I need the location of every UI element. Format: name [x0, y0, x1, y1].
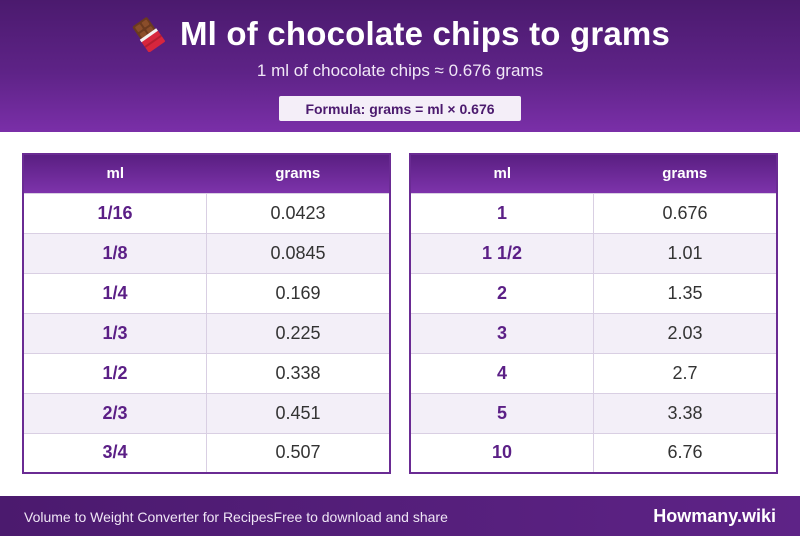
column-header-ml: ml	[410, 154, 594, 193]
formula-badge: Formula: grams = ml × 0.676	[279, 96, 521, 121]
table-header-row: ml grams	[410, 154, 777, 193]
grams-cell: 0.507	[206, 432, 390, 473]
grams-cell: 0.225	[206, 312, 390, 353]
table-row: 2 1.35	[410, 272, 777, 313]
grams-cell: 0.0423	[206, 192, 390, 233]
grams-cell: 0.0845	[206, 232, 390, 273]
ml-cell: 1/8	[23, 232, 207, 273]
conversion-table-left: ml grams 1/16 0.0423 1/8 0.0845 1/4 0.16…	[22, 153, 391, 474]
grams-cell: 0.169	[206, 272, 390, 313]
ml-cell: 1/3	[23, 312, 207, 353]
table-row: 1/4 0.169	[23, 272, 390, 313]
table-header-row: ml grams	[23, 154, 390, 193]
ml-cell: 3	[410, 312, 594, 353]
grams-cell: 1.01	[593, 232, 777, 273]
ml-cell: 1/16	[23, 192, 207, 233]
table-row: 3/4 0.507	[23, 432, 390, 473]
conversion-table-right: ml grams 1 0.676 1 1/2 1.01 2 1.35 3 2.0…	[409, 153, 778, 474]
header-banner: Ml of chocolate chips to grams 1 ml of c…	[0, 0, 800, 132]
table-row: 4 2.7	[410, 352, 777, 393]
grams-cell: 6.76	[593, 432, 777, 473]
ml-cell: 5	[410, 392, 594, 433]
ml-cell: 1/4	[23, 272, 207, 313]
ml-cell: 1	[410, 192, 594, 233]
table-row: 10 6.76	[410, 432, 777, 473]
grams-cell: 0.338	[206, 352, 390, 393]
page-title: Ml of chocolate chips to grams	[179, 15, 671, 52]
table-row: 1 1/2 1.01	[410, 232, 777, 273]
ml-cell: 4	[410, 352, 594, 393]
ml-cell: 2	[410, 272, 594, 313]
ml-cell: 1 1/2	[410, 232, 594, 273]
footer-bar: Volume to Weight Converter for RecipesFr…	[0, 496, 800, 536]
table-row: 1/8 0.0845	[23, 232, 390, 273]
grams-cell: 2.7	[593, 352, 777, 393]
ml-cell: 10	[410, 432, 594, 473]
ml-cell: 3/4	[23, 432, 207, 473]
table-row: 1/3 0.225	[23, 312, 390, 353]
table-row: 5 3.38	[410, 392, 777, 433]
table-row: 1 0.676	[410, 192, 777, 233]
page-subtitle: 1 ml of chocolate chips ≈ 0.676 grams	[256, 61, 544, 80]
grams-cell: 0.451	[206, 392, 390, 433]
column-header-ml: ml	[23, 154, 207, 193]
table-row: 3 2.03	[410, 312, 777, 353]
ml-cell: 2/3	[23, 392, 207, 433]
title-row: Ml of chocolate chips to grams	[0, 14, 800, 54]
column-header-grams: grams	[593, 154, 777, 193]
ml-cell: 1/2	[23, 352, 207, 393]
table-row: 2/3 0.451	[23, 392, 390, 433]
table-row: 1/16 0.0423	[23, 192, 390, 233]
grams-cell: 2.03	[593, 312, 777, 353]
grams-cell: 0.676	[593, 192, 777, 233]
footer-tagline: Volume to Weight Converter for RecipesFr…	[24, 509, 448, 525]
column-header-grams: grams	[206, 154, 390, 193]
footer-brand-link[interactable]: Howmany.wiki	[653, 506, 776, 526]
grams-cell: 3.38	[593, 392, 777, 433]
table-row: 1/2 0.338	[23, 352, 390, 393]
grams-cell: 1.35	[593, 272, 777, 313]
chocolate-bar-icon	[132, 17, 165, 52]
